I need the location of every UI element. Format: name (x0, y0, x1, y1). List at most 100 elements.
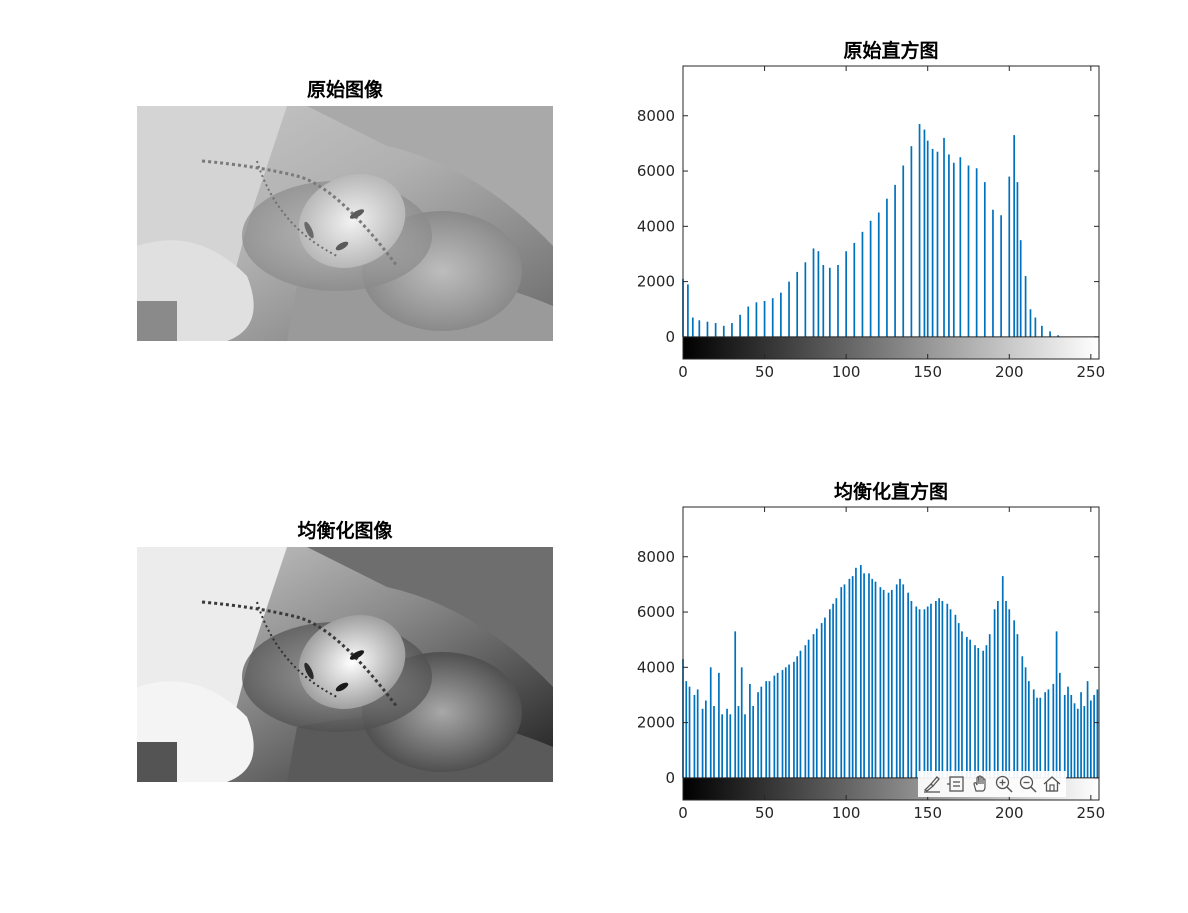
y-tick-label: 0 (665, 328, 675, 346)
histogram-bar (1013, 620, 1016, 778)
histogram-bar (1073, 703, 1076, 778)
histogram-bar (983, 182, 986, 337)
histogram-bar (868, 573, 870, 778)
histogram-bar (820, 623, 823, 778)
histogram-bar (1096, 689, 1099, 778)
home-icon[interactable] (1041, 773, 1063, 795)
histogram-bar (740, 667, 743, 778)
histogram-bar (869, 220, 872, 337)
histogram-bar (1029, 309, 1032, 337)
pan-hand-icon[interactable] (969, 773, 991, 795)
histogram-bar (877, 212, 880, 337)
histogram-bar (975, 168, 978, 337)
histogram-bar (804, 262, 807, 337)
histogram-bar (851, 576, 854, 778)
equalized-image (137, 547, 553, 782)
x-tick-label: 50 (755, 363, 774, 381)
histogram-bar (757, 692, 759, 778)
orig-hist-title: 原始直方图 (843, 40, 939, 62)
histogram-bar (957, 623, 960, 778)
histogram-bar (755, 302, 758, 337)
histogram-bar (840, 587, 843, 778)
histogram-bar (988, 634, 991, 778)
histogram-bar (918, 609, 921, 778)
histogram-bar (923, 129, 926, 337)
histogram-bar (907, 592, 909, 778)
x-tick-label: 250 (1077, 804, 1106, 822)
histogram-bar (824, 617, 826, 778)
histogram-bar (688, 686, 691, 778)
histogram-bar (985, 645, 988, 778)
histogram-bar (812, 248, 815, 337)
histogram-bar (902, 165, 905, 337)
brush-icon[interactable] (921, 773, 943, 795)
datatip-icon[interactable] (945, 773, 967, 795)
grayscale-colorbar (683, 337, 1099, 359)
y-tick-label: 0 (665, 769, 675, 787)
histogram-bar (696, 689, 699, 778)
x-tick-label: 0 (678, 804, 688, 822)
histogram-bar (859, 565, 862, 778)
histogram-bar (734, 631, 737, 778)
histogram-bar (1058, 672, 1061, 778)
histogram-bar (701, 708, 704, 778)
histogram-bar (952, 162, 955, 337)
histogram-bar (706, 321, 709, 337)
histogram-bar (918, 124, 921, 337)
histogram-bar (1016, 634, 1019, 778)
histogram-bar (1039, 697, 1042, 778)
histogram-bar (915, 606, 918, 778)
histogram-bar (744, 714, 746, 778)
y-tick-label: 2000 (637, 273, 675, 291)
histogram-bar (871, 578, 874, 778)
histogram-bar (726, 708, 728, 778)
x-tick-label: 200 (995, 804, 1024, 822)
histogram-bar (1013, 135, 1016, 337)
histogram-bar (713, 706, 715, 778)
histogram-bar (961, 631, 963, 778)
y-tick-label: 2000 (637, 714, 675, 732)
original-histogram: 0 2000 4000 6000 8000 0 50 100 150 200 250 (637, 65, 1106, 381)
histogram-bar (894, 184, 896, 337)
histogram-bar (946, 603, 949, 778)
axes-toolbar (918, 771, 1066, 797)
histogram-bar (930, 603, 932, 778)
histogram-bar (784, 667, 787, 778)
histogram-bar (845, 251, 847, 337)
histogram-bar (910, 600, 913, 778)
histogram-bar (1093, 694, 1095, 778)
zoom-out-icon[interactable] (1017, 773, 1039, 795)
histogram-bar (1008, 609, 1011, 778)
x-tick-label: 250 (1077, 363, 1106, 381)
histogram-bar (997, 600, 999, 778)
histogram-bar (773, 675, 776, 778)
histogram-bar (855, 567, 857, 778)
histogram-bar (941, 600, 944, 778)
histogram-bar (967, 165, 970, 337)
histogram-bar (807, 639, 810, 778)
histogram-bar (837, 265, 839, 337)
x-tick-label: 0 (678, 363, 688, 381)
histogram-bar (822, 265, 825, 337)
histogram-bar (861, 231, 864, 337)
histogram-bar (763, 300, 766, 337)
histogram-bar (1089, 700, 1092, 778)
histogram-bar (721, 714, 724, 778)
histogram-bar (799, 650, 802, 778)
histogram-bar (1024, 276, 1027, 337)
y-tick-label: 4000 (637, 658, 675, 676)
histogram-bar (1083, 706, 1086, 778)
histogram-bar (747, 306, 750, 337)
original-image (137, 106, 553, 341)
eq-image-title: 均衡化图像 (297, 520, 393, 542)
histogram-bar (1001, 576, 1004, 778)
y-tick-label: 6000 (637, 162, 675, 180)
histogram-bar (949, 609, 952, 778)
histogram-bar (895, 584, 898, 778)
x-tick-label: 50 (755, 804, 774, 822)
histogram-bar (698, 320, 701, 337)
histogram-bar (749, 683, 751, 778)
histogram-bar (848, 578, 851, 778)
zoom-in-icon[interactable] (993, 773, 1015, 795)
histogram-bar (882, 589, 885, 778)
